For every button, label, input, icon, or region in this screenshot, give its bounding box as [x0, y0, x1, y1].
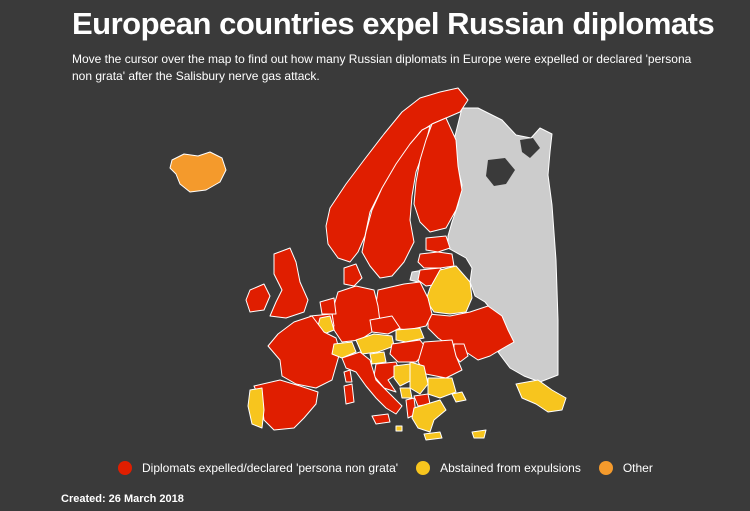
region-switzerland[interactable] [331, 341, 357, 359]
region-turkey[interactable] [515, 379, 567, 413]
region-united-kingdom[interactable] [269, 247, 309, 319]
legend: Diplomats expelled/declared 'persona non… [118, 461, 671, 475]
region-ireland[interactable] [245, 283, 271, 313]
region-italy[interactable] [341, 351, 403, 415]
legend-label: Other [622, 461, 653, 475]
region-montenegro[interactable] [399, 387, 413, 399]
region-corsica[interactable] [343, 369, 353, 383]
region-hungary[interactable] [389, 339, 429, 363]
region-bosnia[interactable] [393, 363, 413, 387]
region-latvia[interactable] [417, 251, 455, 269]
legend-item-expelled: Diplomats expelled/declared 'persona non… [118, 461, 398, 475]
created-date: Created: 26 March 2018 [61, 493, 184, 505]
region-czechia[interactable] [369, 315, 401, 335]
region-iceland[interactable] [169, 151, 227, 193]
region-denmark[interactable] [343, 263, 363, 287]
region-estonia[interactable] [425, 235, 451, 253]
legend-swatch [118, 461, 132, 475]
barents-coast-inlet [520, 138, 540, 158]
legend-swatch [598, 461, 613, 475]
region-cyprus[interactable] [471, 429, 487, 439]
region-germany[interactable] [331, 285, 381, 343]
page-subtitle: Move the cursor over the map to find out… [72, 52, 692, 83]
region-bulgaria[interactable] [427, 377, 457, 399]
region-france[interactable] [267, 315, 341, 389]
white-sea [486, 158, 515, 186]
legend-label: Abstained from expulsions [440, 461, 581, 475]
region-finland[interactable] [413, 117, 463, 233]
region-sicily[interactable] [371, 413, 391, 425]
region-norway[interactable] [325, 87, 469, 263]
region-slovenia[interactable] [369, 351, 387, 365]
legend-swatch [416, 461, 431, 475]
region-portugal[interactable] [247, 387, 265, 429]
page-title: European countries expel Russian diploma… [72, 6, 715, 41]
legend-item-other: Other [598, 461, 653, 475]
region-romania[interactable] [417, 339, 463, 379]
region-sardinia[interactable] [343, 383, 355, 405]
region-turkey-thrace[interactable] [451, 391, 467, 403]
region-sweden[interactable] [361, 125, 431, 279]
region-belarus[interactable] [425, 265, 473, 315]
region-russia[interactable] [447, 107, 559, 383]
region-slovakia[interactable] [395, 327, 425, 343]
region-serbia[interactable] [409, 361, 429, 395]
legend-item-abstained: Abstained from expulsions [416, 461, 581, 475]
region-greece[interactable] [411, 399, 447, 433]
legend-label: Diplomats expelled/declared 'persona non… [142, 461, 399, 475]
region-netherlands[interactable] [319, 297, 337, 315]
region-crete[interactable] [423, 431, 443, 441]
region-malta[interactable] [395, 425, 403, 432]
